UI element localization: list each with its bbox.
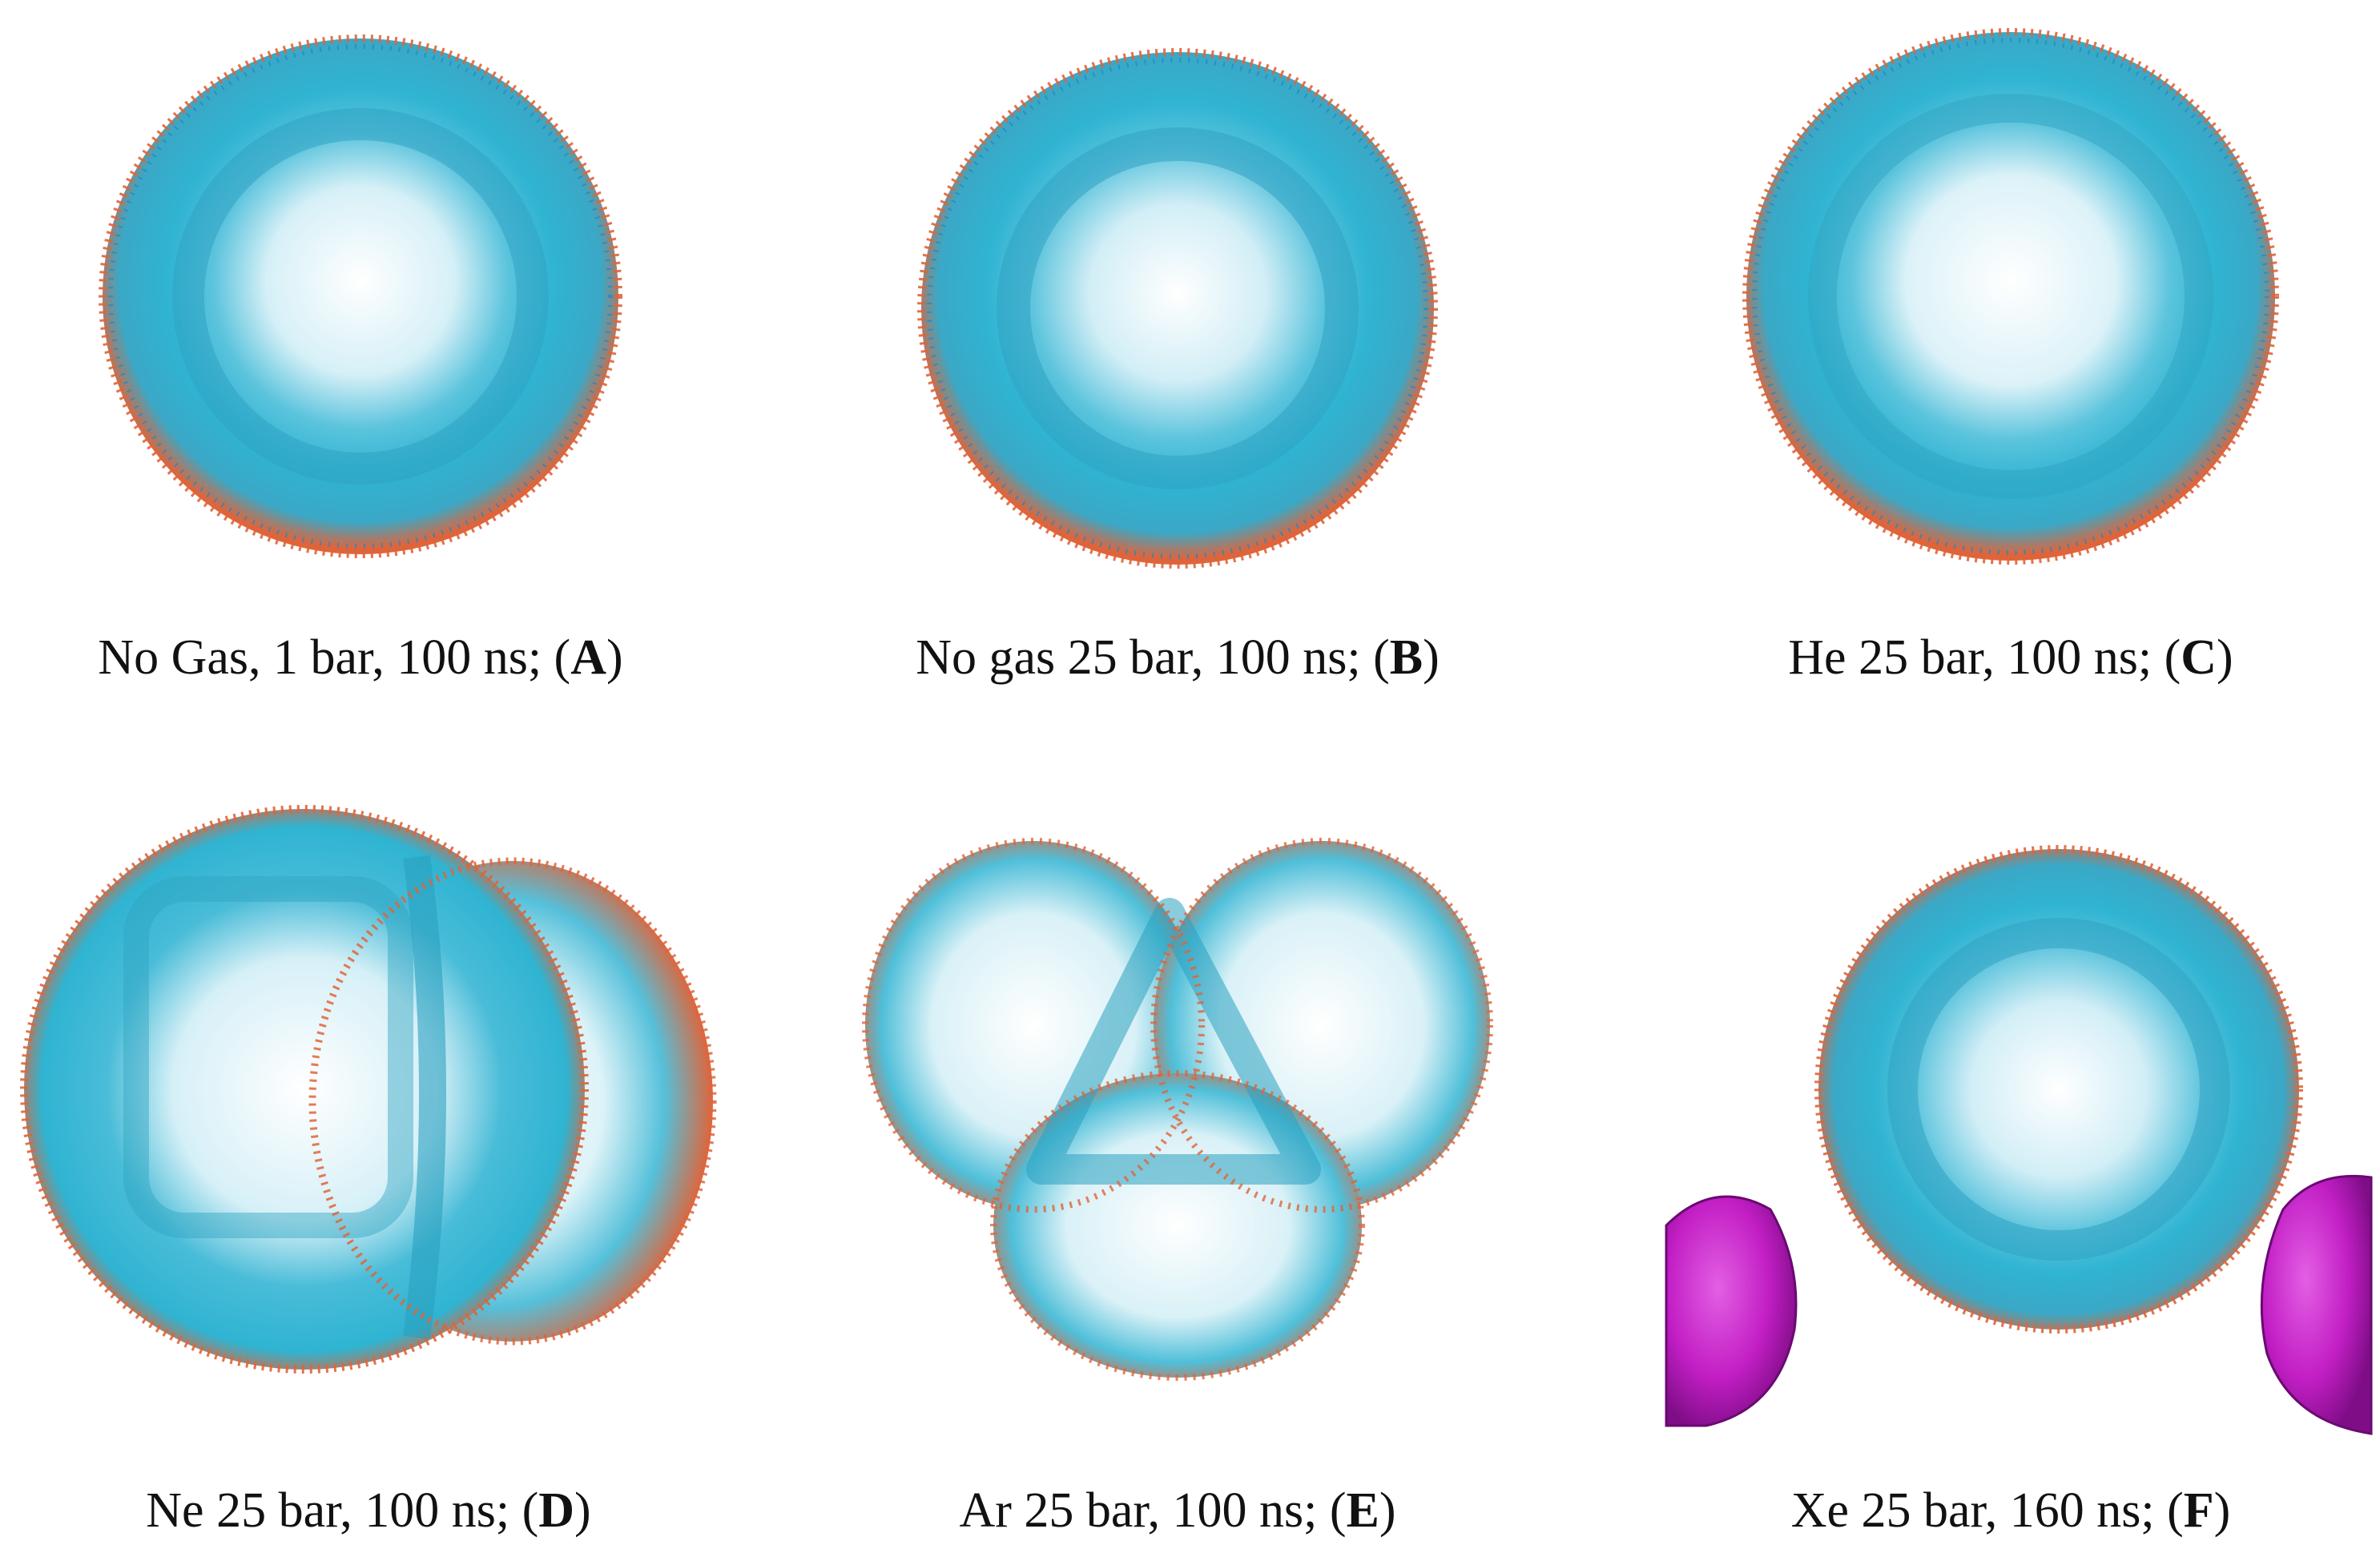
panel-c-vesicle-image xyxy=(1742,28,2279,565)
caption-b: No gas 25 bar, 100 ns; (B) xyxy=(916,630,1440,685)
panel-letter-d: D xyxy=(538,1483,575,1538)
panel-letter-e: E xyxy=(1346,1483,1379,1538)
caption-f: Xe 25 bar, 160 ns; (F) xyxy=(1790,1483,2231,1538)
gas-cluster-left xyxy=(1665,1195,1798,1427)
panel-letter-a: A xyxy=(570,630,606,685)
gas-cluster-right xyxy=(2260,1174,2373,1435)
panel-letter-b: B xyxy=(1389,630,1424,685)
caption-d: Ne 25 bar, 100 ns; (D) xyxy=(146,1483,591,1538)
caption-e: Ar 25 bar, 100 ns; (E) xyxy=(959,1483,1396,1538)
panel-e-vesicle-image xyxy=(862,838,1493,1381)
panel-d-vesicle-image xyxy=(20,805,717,1374)
panel-letter-c: C xyxy=(2181,630,2217,685)
panel-letter-f: F xyxy=(2183,1483,2214,1538)
caption-a: No Gas, 1 bar, 100 ns; (A) xyxy=(98,630,623,685)
panel-a-vesicle-image xyxy=(99,34,622,558)
caption-c: He 25 bar, 100 ns; (C) xyxy=(1788,630,2233,685)
panel-b-vesicle-image xyxy=(917,48,1438,569)
panel-f-vesicle-image xyxy=(1665,845,2373,1435)
